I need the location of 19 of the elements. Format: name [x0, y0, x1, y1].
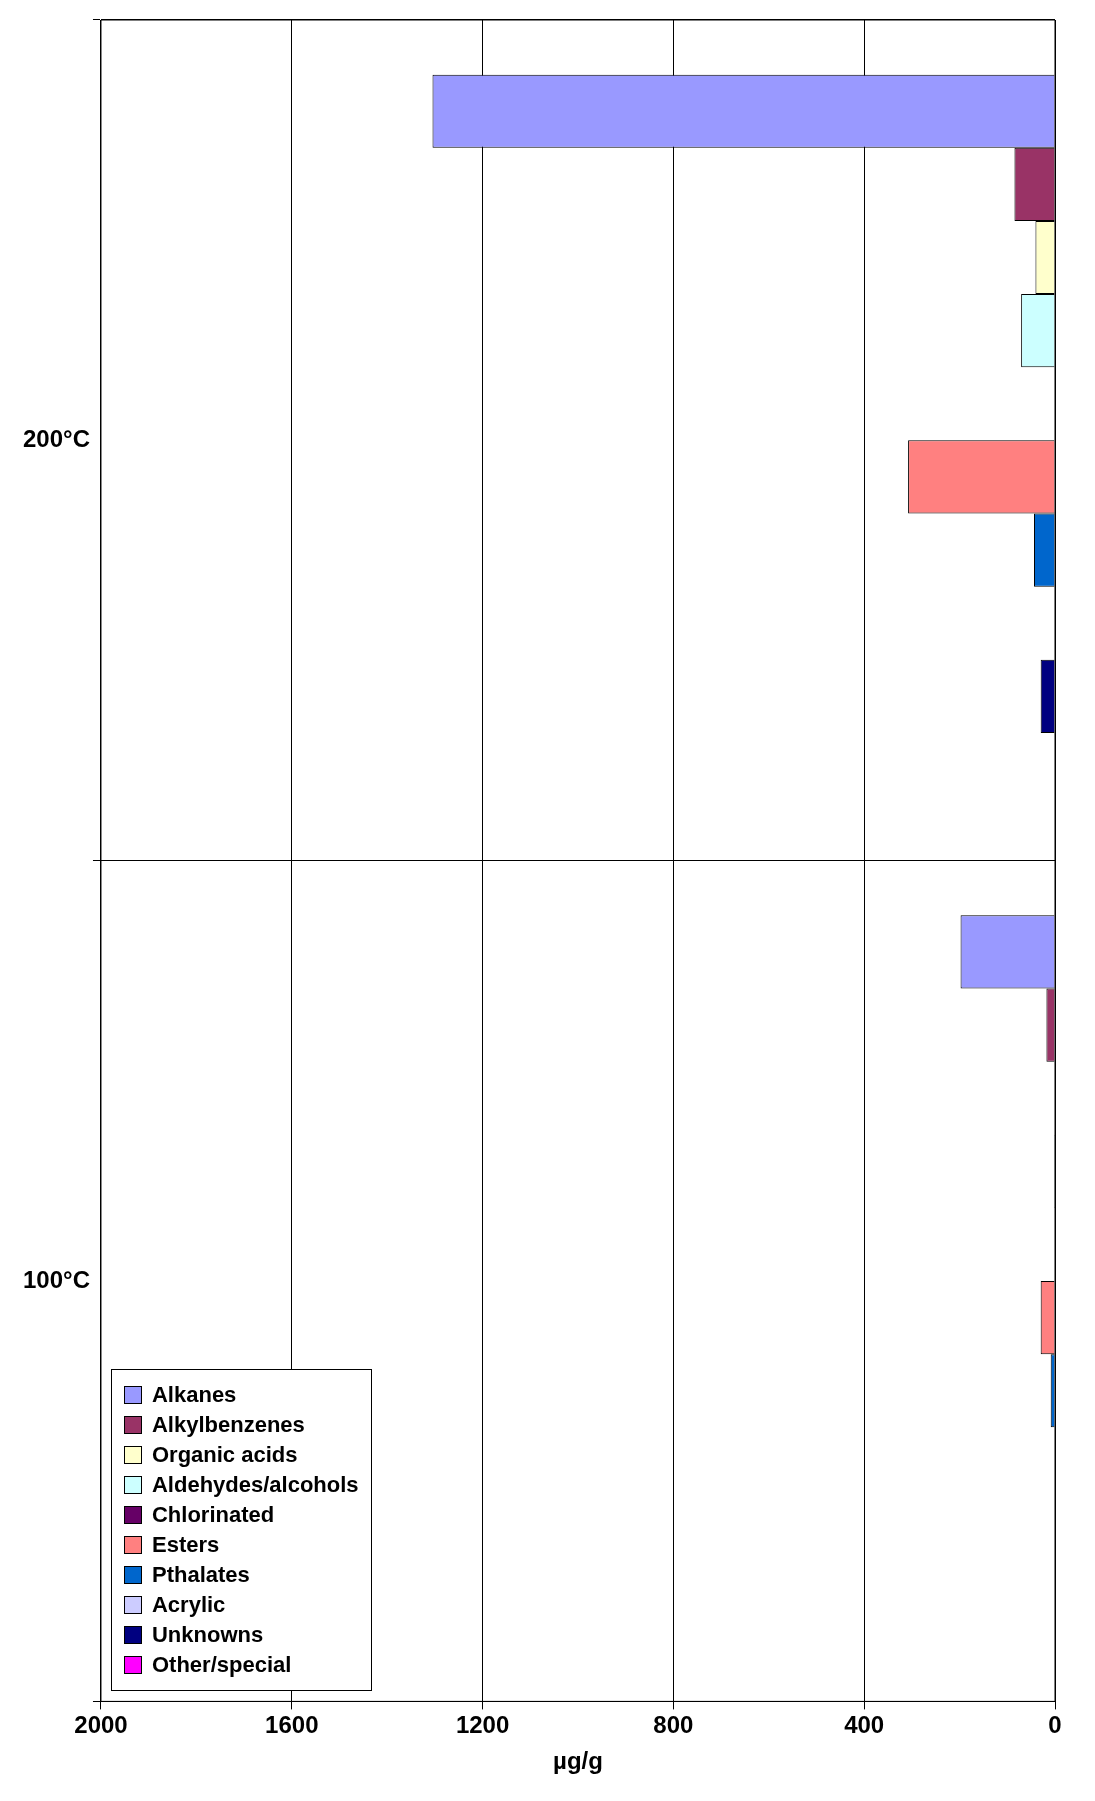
x-tick-label: 400 — [844, 1711, 885, 1739]
legend-label: Chlorinated — [151, 1502, 275, 1529]
legend-label: Other/special — [151, 1652, 292, 1679]
legend-label: Aldehydes/alcohols — [151, 1472, 359, 1499]
legend-label: Organic acids — [151, 1442, 298, 1469]
legend-label: Alkylbenzenes — [151, 1412, 305, 1439]
x-tick-label: 1600 — [265, 1711, 319, 1739]
legend-label: Esters — [151, 1532, 220, 1559]
legend-label: Unknowns — [151, 1622, 264, 1649]
legend-label: Alkanes — [151, 1382, 237, 1409]
x-axis-title: µg/g — [553, 1747, 603, 1775]
legend-label: Acrylic — [151, 1592, 226, 1619]
x-tick-label: 0 — [1048, 1711, 1062, 1739]
y-tick-label: 100°C — [22, 1265, 90, 1293]
legend-label: Pthalates — [151, 1562, 250, 1589]
x-tick-label: 800 — [653, 1711, 694, 1739]
x-tick-label: 1200 — [455, 1711, 510, 1739]
y-tick-label: 200°C — [22, 424, 90, 452]
x-tick-label: 2000 — [74, 1711, 128, 1739]
